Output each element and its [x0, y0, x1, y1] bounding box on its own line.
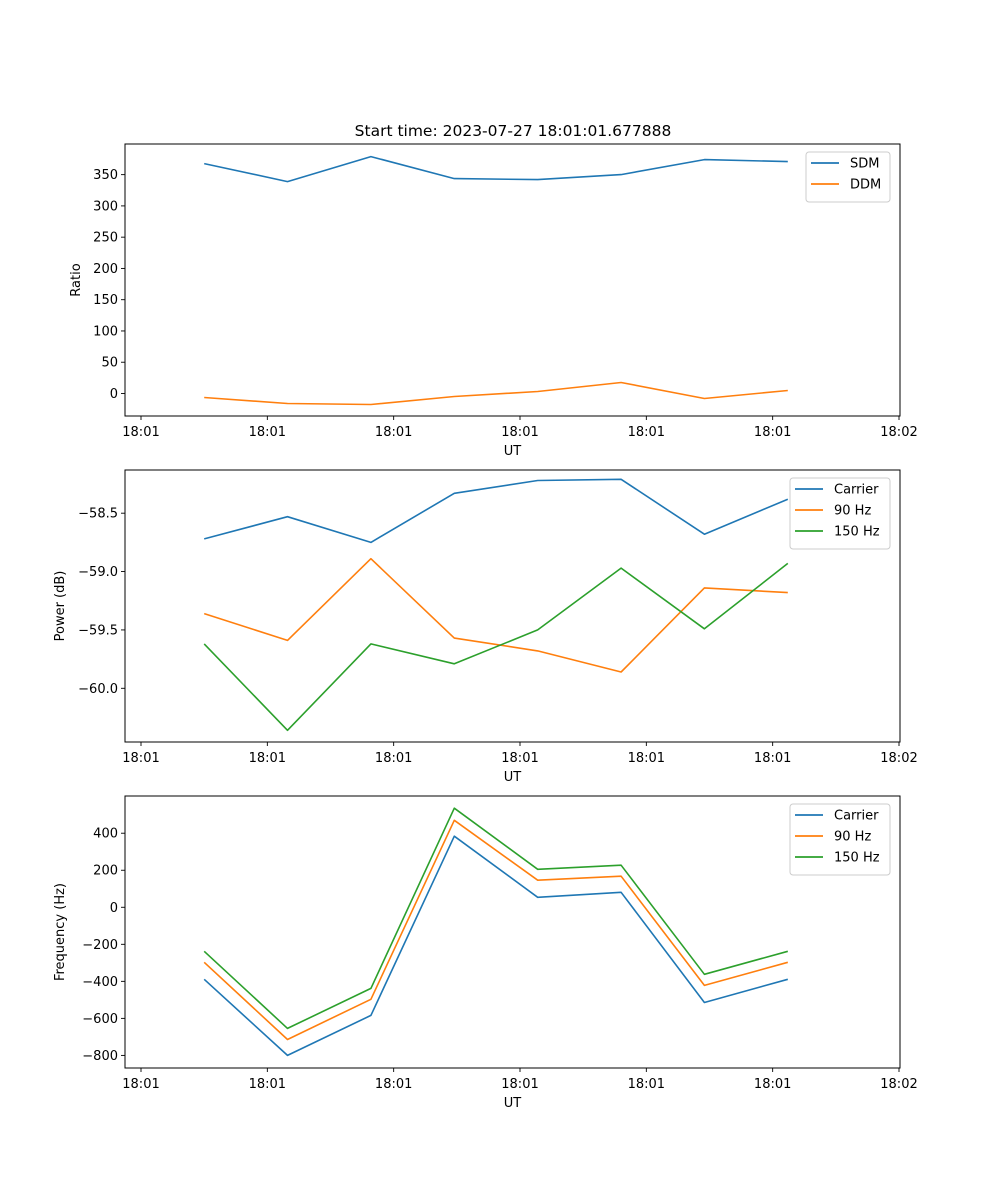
x-tick-label: 18:01 [501, 1077, 538, 1092]
axes-frame [124, 469, 901, 743]
x-tick-label: 18:01 [249, 425, 286, 440]
y-tick-label: 50 [101, 356, 118, 371]
y-tick-label: −60.0 [78, 682, 118, 697]
legend-label: Carrier [834, 483, 879, 498]
legend-box [805, 151, 891, 203]
axes-frame [124, 143, 901, 417]
x-tick-label: 18:01 [249, 751, 286, 766]
x-tick-label: 18:02 [880, 425, 917, 440]
legend-label: 150 Hz [834, 525, 880, 540]
series-line-150-hz [203, 807, 789, 1030]
panel-2: 18:01 18:01 18:01 18:01 18:01 18:01 18:02 UT −60… [53, 469, 918, 785]
legend-label: SDM [850, 157, 879, 172]
y-tick-label: 100 [93, 324, 118, 339]
x-tick-label: 18:01 [754, 1077, 791, 1092]
series-line-sdm [204, 155, 788, 183]
y-tick-label: 200 [93, 262, 118, 277]
series-line-90-hz [203, 819, 789, 1041]
y-axis-label: Power (dB) [53, 571, 68, 642]
legend-label: Carrier [834, 809, 879, 824]
x-tick-label: 18:01 [249, 1077, 286, 1092]
legend: Carrier 90 Hz 150 Hz [789, 477, 891, 550]
y-tick-label: −200 [82, 938, 118, 953]
y-tick-label: −58.5 [78, 507, 118, 522]
series-line-150-hz [203, 562, 789, 732]
series-line-carrier [203, 478, 789, 544]
axes-frame [124, 795, 901, 1069]
x-tick-label: 18:01 [375, 1077, 412, 1092]
y-tick-label: 0 [110, 387, 118, 402]
y-tick-label: 250 [93, 231, 118, 246]
panel-3: 18:01 18:01 18:01 18:01 18:01 18:01 18:02 UT −80… [53, 795, 918, 1111]
x-tick-label: 18:01 [628, 751, 665, 766]
y-tick-label: −800 [82, 1049, 118, 1064]
y-tick-label: −600 [82, 1012, 118, 1027]
legend-label: 90 Hz [834, 830, 871, 845]
panel-1: 18:01 18:01 18:01 18:01 18:01 18:01 18:02 UT 0 50… [69, 143, 918, 459]
y-tick-label: 0 [110, 901, 118, 916]
series-line-carrier [203, 835, 789, 1057]
x-tick-label: 18:01 [375, 751, 412, 766]
y-tick-label: −400 [82, 975, 118, 990]
series-line-ddm [204, 381, 788, 406]
x-tick-label: 18:01 [628, 425, 665, 440]
chart-title: Start time: 2023-07-27 18:01:01.677888 [355, 122, 672, 140]
x-tick-label: 18:01 [501, 751, 538, 766]
x-tick-label: 18:01 [501, 425, 538, 440]
y-tick-label: −59.0 [78, 565, 118, 580]
y-axis-label: Ratio [69, 263, 84, 296]
x-tick-label: 18:01 [122, 1077, 159, 1092]
y-tick-label: 400 [93, 827, 118, 842]
x-axis-label: UT [504, 1096, 522, 1111]
y-tick-label: 200 [93, 864, 118, 879]
y-tick-label: 300 [93, 199, 118, 214]
x-tick-label: 18:01 [375, 425, 412, 440]
x-tick-label: 18:01 [628, 1077, 665, 1092]
y-tick-label: 150 [93, 293, 118, 308]
x-tick-label: 18:01 [754, 751, 791, 766]
x-tick-label: 18:02 [880, 1077, 917, 1092]
x-axis-label: UT [504, 444, 522, 459]
legend: SDM DDM [805, 151, 891, 203]
legend: Carrier 90 Hz 150 Hz [789, 803, 891, 876]
legend-label: DDM [850, 178, 881, 193]
x-tick-label: 18:01 [754, 425, 791, 440]
x-axis-label: UT [504, 770, 522, 785]
series-line-90-hz [203, 557, 788, 673]
y-axis-label: Frequency (Hz) [53, 883, 68, 981]
y-tick-label: −59.5 [78, 623, 118, 638]
legend-label: 150 Hz [834, 851, 880, 866]
legend-label: 90 Hz [834, 504, 871, 519]
x-tick-label: 18:01 [122, 751, 159, 766]
x-tick-label: 18:02 [880, 751, 917, 766]
y-tick-label: 350 [93, 168, 118, 183]
x-tick-label: 18:01 [122, 425, 159, 440]
